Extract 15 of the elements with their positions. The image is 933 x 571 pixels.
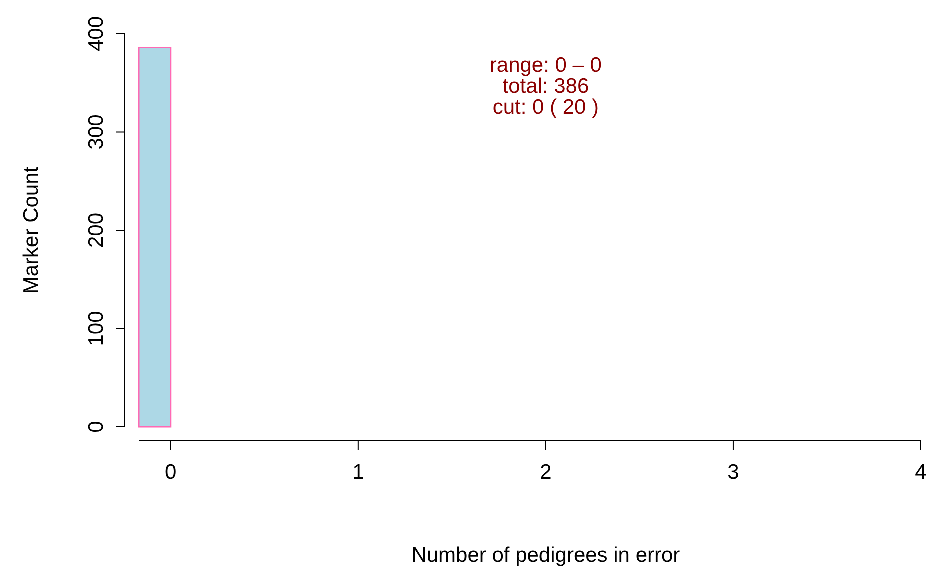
y-tick-label: 100 xyxy=(85,311,108,346)
y-tick-label: 400 xyxy=(85,16,108,52)
annotation: cut: 0 ( 20 ) xyxy=(492,96,600,119)
y-tick-label: 200 xyxy=(85,212,108,248)
y-tick-label: 300 xyxy=(85,114,108,150)
x-tick-label: 2 xyxy=(540,461,552,484)
x-axis-title: Number of pedigrees in error xyxy=(412,544,680,567)
annotation: range: 0 – 0 xyxy=(490,54,602,77)
x-tick-label: 3 xyxy=(728,461,740,484)
y-tick-label: 0 xyxy=(85,421,108,433)
y-axis-title: Marker Count xyxy=(20,166,43,294)
annotation: total: 386 xyxy=(502,75,590,98)
x-tick-label: 1 xyxy=(352,461,364,484)
x-tick-label: 0 xyxy=(165,461,177,484)
x-tick-label: 4 xyxy=(915,461,928,484)
